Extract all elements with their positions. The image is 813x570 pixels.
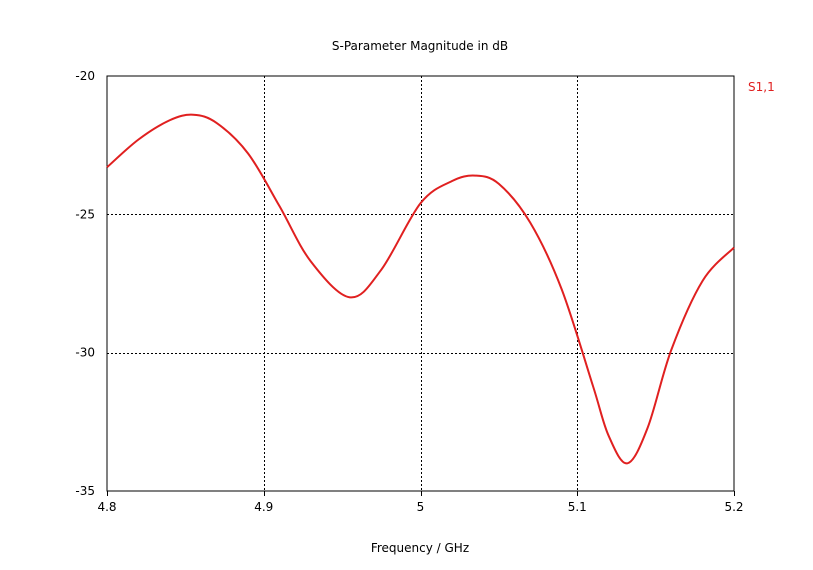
y-tick-label: -30 [75, 346, 95, 360]
x-tick-label: 5.1 [568, 500, 587, 514]
x-tick-label: 4.8 [97, 500, 116, 514]
chart-title: S-Parameter Magnitude in dB [332, 39, 508, 53]
plot-frame [106, 75, 735, 492]
y-tick-label: -25 [75, 207, 95, 221]
x-tick-label: 5.2 [724, 500, 743, 514]
axis-ticks: 4.8 4.9 5 5.1 5.2 -20 -25 -30 -35 [75, 69, 743, 514]
y-tick-label: -35 [75, 484, 95, 498]
legend-entry-s11: S1,1 [748, 80, 775, 94]
x-tick-label: 4.9 [254, 500, 273, 514]
x-axis-label: Frequency / GHz [371, 541, 469, 555]
series-group [106, 113, 735, 465]
series-line-s11 [106, 113, 735, 465]
x-tick-label: 5 [417, 500, 425, 514]
grid [107, 76, 734, 491]
y-tick-label: -20 [75, 69, 95, 83]
